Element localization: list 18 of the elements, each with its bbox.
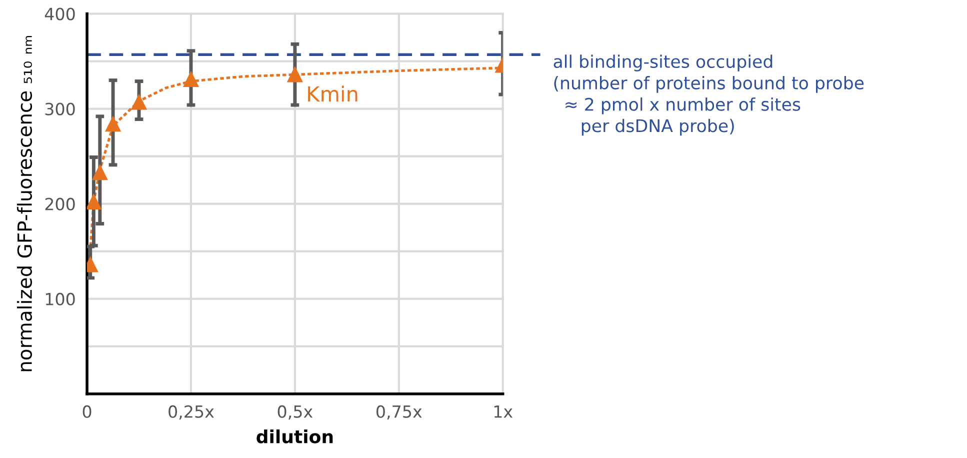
point [131,94,147,110]
annotation: Kmin [308,86,358,102]
x-tick-label: 1x [494,406,513,418]
x-axis-title: dilution [256,429,333,444]
ref-line-label: all binding-sites occupied (number of proteins bound to probe ≈ 2 pmol x number of sites per dsDNA probe) [554,54,864,136]
y-tick-label: 100 [46,292,75,306]
x-tick-label: 0,75x [376,405,422,420]
point [105,116,121,132]
point [87,194,102,210]
y-tick-label: 300 [45,102,75,116]
point [183,72,199,87]
x-tick-label: 0,25x [168,405,214,420]
point [92,164,108,180]
x-tick-label: 0,5x [278,405,313,420]
y-tick-label: 200 [45,198,75,210]
x-tick-label: 0 [82,405,92,418]
y-tick-label: 400 [44,8,75,20]
y-axis-title: normalized GFP-fluorescence ₅₁₀ ₙₘ [16,36,32,372]
